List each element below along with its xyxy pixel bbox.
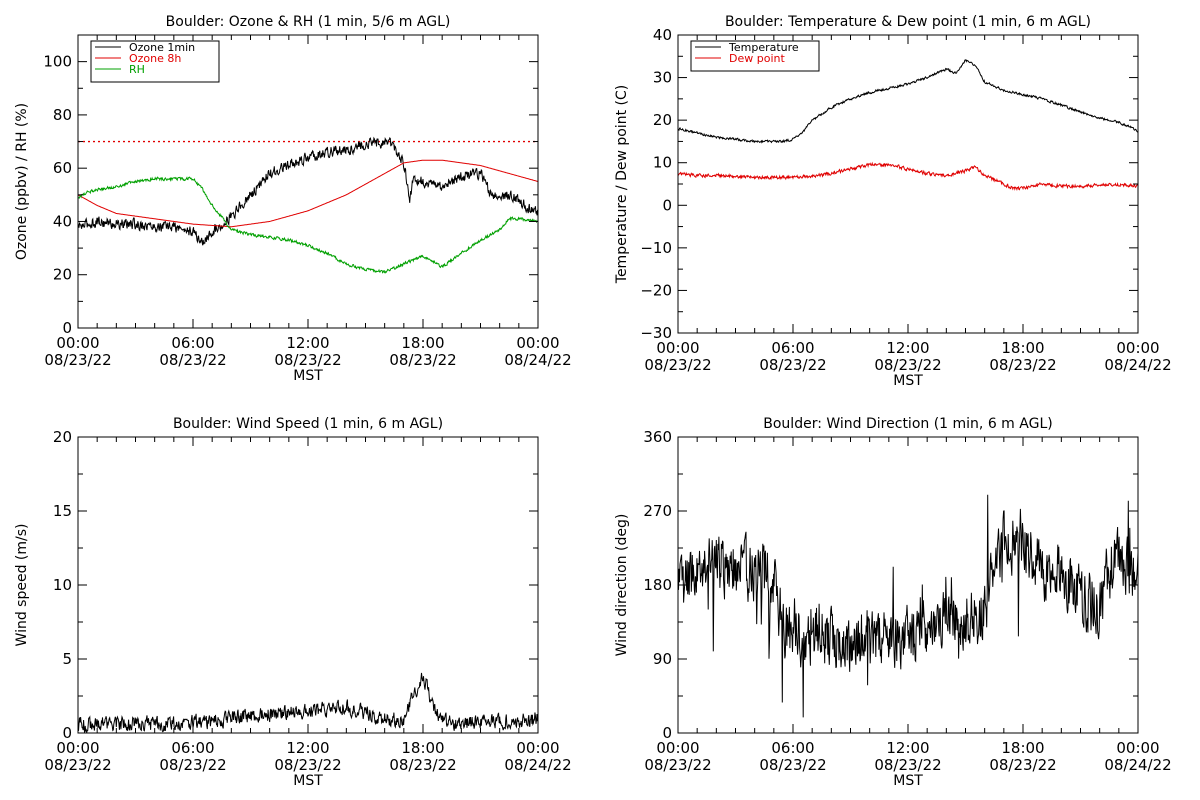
x-tick-time-label: 00:00 xyxy=(1116,339,1159,357)
plot-frame xyxy=(77,436,539,734)
x-tick-time-label: 18:00 xyxy=(1001,739,1044,757)
x-tick-time-label: 06:00 xyxy=(771,739,814,757)
series-line-ozone-8h xyxy=(77,159,539,228)
y-tick-label: 30 xyxy=(653,69,672,87)
chart-title: Boulder: Temperature & Dew point (1 min,… xyxy=(725,14,1091,30)
y-axis-label: Ozone (ppbv) / RH (%) xyxy=(14,103,30,260)
legend-label: Ozone 8h xyxy=(129,52,181,65)
plot-frame xyxy=(677,34,1139,334)
wdir-chart: Boulder: Wind Direction (1 min, 6 m AGL)… xyxy=(614,416,1172,789)
y-tick-label: 0 xyxy=(62,319,72,337)
y-tick-label: 10 xyxy=(653,154,672,172)
x-tick-date-label: 08/23/22 xyxy=(389,351,456,369)
x-axis-label: MST xyxy=(293,773,323,789)
ozone-chart: Boulder: Ozone & RH (1 min, 5/6 m AGL) 0 2… xyxy=(14,14,572,384)
y-tick-label: 180 xyxy=(643,576,672,594)
legend-label: Ozone 1min xyxy=(129,41,195,54)
y-tick-label: 10 xyxy=(53,576,72,594)
legend-label: Dew point xyxy=(729,52,785,65)
x-tick-time-label: 18:00 xyxy=(401,334,444,352)
y-tick-label: 360 xyxy=(643,428,672,446)
y-tick-label: 40 xyxy=(53,212,72,230)
y-tick-label: 270 xyxy=(643,502,672,520)
x-tick-date-label: 08/24/22 xyxy=(1104,356,1171,374)
series-line-rh xyxy=(77,176,539,274)
chart-title: Boulder: Ozone & RH (1 min, 5/6 m AGL) xyxy=(166,14,451,30)
y-axis-label: Wind direction (deg) xyxy=(614,514,630,657)
series-line-wdir xyxy=(677,494,1139,718)
series-line-dew-point xyxy=(677,161,1139,191)
y-tick-label: 20 xyxy=(53,266,72,284)
chart-title: Boulder: Wind Direction (1 min, 6 m AGL) xyxy=(763,416,1052,432)
x-tick-date-label: 08/23/22 xyxy=(274,351,341,369)
x-tick-time-label: 00:00 xyxy=(516,334,559,352)
y-tick-label: 20 xyxy=(653,111,672,129)
x-tick-date-label: 08/23/22 xyxy=(159,756,226,774)
x-tick-time-label: 12:00 xyxy=(286,739,329,757)
x-tick-time-label: 12:00 xyxy=(886,739,929,757)
y-tick-label: 100 xyxy=(43,53,72,71)
temp-chart: Boulder: Temperature & Dew point (1 min,… xyxy=(614,14,1172,389)
x-tick-time-label: 12:00 xyxy=(886,339,929,357)
x-tick-date-label: 08/23/22 xyxy=(159,351,226,369)
x-tick-date-label: 08/23/22 xyxy=(644,756,711,774)
x-axis-label: MST xyxy=(293,368,323,384)
y-tick-label: 20 xyxy=(53,428,72,446)
legend-box xyxy=(690,40,820,72)
wspd-chart: Boulder: Wind Speed (1 min, 6 m AGL) 0 5 10… xyxy=(14,416,572,789)
x-tick-date-label: 08/24/22 xyxy=(504,351,571,369)
x-tick-time-label: 00:00 xyxy=(656,739,699,757)
y-tick-label: 0 xyxy=(662,196,672,214)
y-tick-label: −20 xyxy=(640,281,672,299)
x-tick-date-label: 08/23/22 xyxy=(759,756,826,774)
y-tick-label: 80 xyxy=(53,106,72,124)
x-tick-time-label: 00:00 xyxy=(56,739,99,757)
y-axis-label: Temperature / Dew point (C) xyxy=(614,85,630,284)
y-tick-label: 0 xyxy=(62,724,72,742)
y-tick-label: 90 xyxy=(653,650,672,668)
x-tick-time-label: 00:00 xyxy=(656,339,699,357)
x-tick-time-label: 18:00 xyxy=(401,739,444,757)
x-axis-label: MST xyxy=(893,773,923,789)
x-tick-date-label: 08/23/22 xyxy=(644,356,711,374)
y-tick-label: 0 xyxy=(662,724,672,742)
x-tick-date-label: 08/24/22 xyxy=(1104,756,1171,774)
x-tick-date-label: 08/23/22 xyxy=(44,351,111,369)
x-axis-label: MST xyxy=(893,373,923,389)
x-tick-time-label: 12:00 xyxy=(286,334,329,352)
series-line-temperature xyxy=(677,59,1139,144)
y-tick-label: 40 xyxy=(653,26,672,44)
y-tick-label: 60 xyxy=(53,159,72,177)
x-tick-date-label: 08/23/22 xyxy=(874,356,941,374)
y-tick-label: 15 xyxy=(53,502,72,520)
x-tick-time-label: 18:00 xyxy=(1001,339,1044,357)
x-tick-time-label: 06:00 xyxy=(171,334,214,352)
x-tick-time-label: 00:00 xyxy=(1116,739,1159,757)
x-tick-time-label: 06:00 xyxy=(171,739,214,757)
y-tick-label: 5 xyxy=(62,650,72,668)
x-tick-date-label: 08/23/22 xyxy=(989,756,1056,774)
x-tick-time-label: 06:00 xyxy=(771,339,814,357)
x-tick-date-label: 08/23/22 xyxy=(759,356,826,374)
y-tick-label: −30 xyxy=(640,324,672,342)
legend-box xyxy=(90,40,220,83)
series-line-ozone-1min xyxy=(77,136,539,246)
chart-title: Boulder: Wind Speed (1 min, 6 m AGL) xyxy=(173,416,443,432)
legend-label: Temperature xyxy=(728,41,799,54)
y-tick-label: −10 xyxy=(640,239,672,257)
x-tick-date-label: 08/23/22 xyxy=(989,356,1056,374)
x-tick-date-label: 08/23/22 xyxy=(44,756,111,774)
x-tick-time-label: 00:00 xyxy=(56,334,99,352)
x-tick-time-label: 00:00 xyxy=(516,739,559,757)
y-axis-label: Wind speed (m/s) xyxy=(14,524,30,647)
x-tick-date-label: 08/23/22 xyxy=(274,756,341,774)
x-tick-date-label: 08/23/22 xyxy=(389,756,456,774)
x-tick-date-label: 08/23/22 xyxy=(874,756,941,774)
legend-label: RH xyxy=(129,63,145,76)
series-line-wspd xyxy=(77,672,539,733)
x-tick-date-label: 08/24/22 xyxy=(504,756,571,774)
